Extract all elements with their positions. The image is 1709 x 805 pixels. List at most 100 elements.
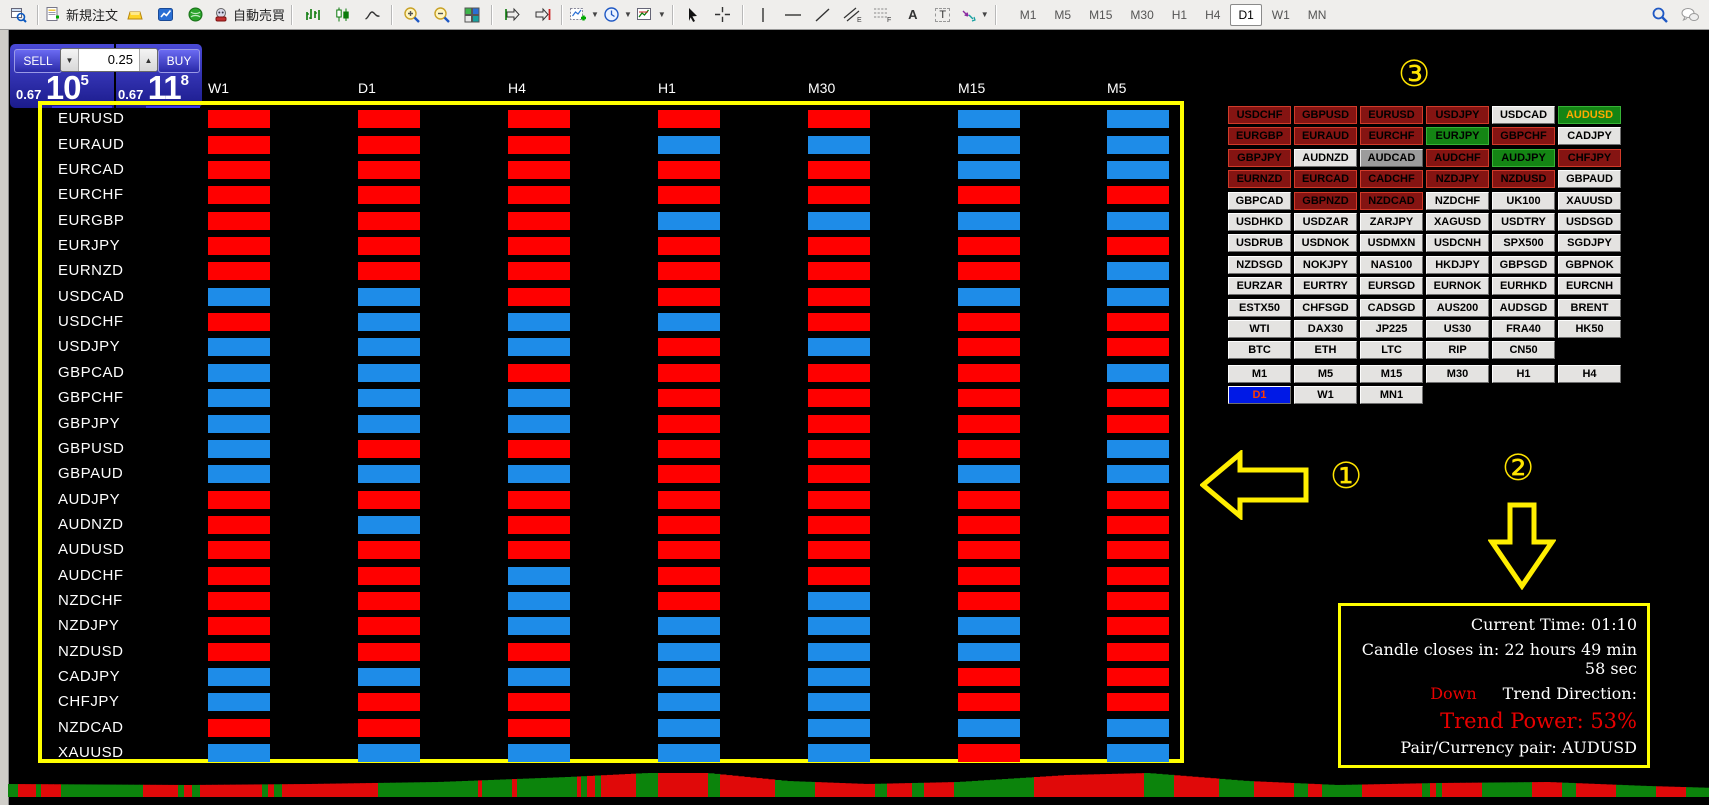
- symbol-button-usdrub[interactable]: USDRUB: [1228, 234, 1291, 253]
- symbol-button-h4[interactable]: H4: [1558, 364, 1621, 383]
- symbol-button-w1[interactable]: W1: [1294, 386, 1357, 405]
- zoom-out-button[interactable]: [427, 3, 457, 27]
- gold-bar-button[interactable]: [120, 3, 150, 27]
- symbol-button-nzdsgd[interactable]: NZDSGD: [1228, 255, 1291, 274]
- symbol-button-eurjpy[interactable]: EURJPY: [1426, 127, 1489, 146]
- symbol-button-usdchf[interactable]: USDCHF: [1228, 106, 1291, 124]
- symbol-button-eurhkd[interactable]: EURHKD: [1492, 277, 1555, 296]
- symbol-button-zarjpy[interactable]: ZARJPY: [1360, 213, 1423, 231]
- symbol-button-estx50[interactable]: ESTX50: [1228, 298, 1291, 317]
- candlestick-mode-button[interactable]: [327, 3, 357, 27]
- symbol-button-usdzar[interactable]: USDZAR: [1294, 213, 1357, 231]
- symbol-button-gbpnok[interactable]: GBPNOK: [1558, 255, 1621, 274]
- symbol-button-nzdusd[interactable]: NZDUSD: [1492, 170, 1555, 189]
- auto-scroll-button[interactable]: [497, 3, 527, 27]
- symbol-button-eurchf[interactable]: EURCHF: [1360, 127, 1423, 146]
- symbol-button-sgdjpy[interactable]: SGDJPY: [1558, 234, 1621, 253]
- symbol-button-nokjpy[interactable]: NOKJPY: [1294, 255, 1357, 274]
- symbol-button-wti[interactable]: WTI: [1228, 320, 1291, 338]
- symbol-button-jp225[interactable]: JP225: [1360, 320, 1423, 338]
- volume-value[interactable]: 0.25: [107, 52, 133, 67]
- new-order-button[interactable]: 新規注文: [43, 3, 120, 27]
- connection-button[interactable]: [180, 3, 210, 27]
- chat-button[interactable]: [1675, 3, 1705, 27]
- toolbar-timeframe-m30[interactable]: M30: [1130, 7, 1154, 22]
- symbol-button-eurzar[interactable]: EURZAR: [1228, 277, 1291, 296]
- zoom-in-button[interactable]: [397, 3, 427, 27]
- toolbar-timeframe-mn[interactable]: MN: [1307, 7, 1327, 22]
- auto-trading-button[interactable]: 自動売買: [210, 3, 287, 27]
- symbol-button-audusd[interactable]: AUDUSD: [1558, 106, 1621, 124]
- symbol-button-usdmxn[interactable]: USDMXN: [1360, 234, 1423, 253]
- symbol-button-audjpy[interactable]: AUDJPY: [1492, 148, 1555, 167]
- cursor-tool-button[interactable]: [678, 3, 708, 27]
- symbol-button-gbpchf[interactable]: GBPCHF: [1492, 127, 1555, 146]
- symbol-button-xauusd[interactable]: XAUUSD: [1558, 191, 1621, 210]
- symbol-button-eurusd[interactable]: EURUSD: [1360, 106, 1423, 124]
- symbol-button-audsgd[interactable]: AUDSGD: [1492, 298, 1555, 317]
- market-watch-button[interactable]: [3, 3, 33, 27]
- symbol-button-chfsgd[interactable]: CHFSGD: [1294, 298, 1357, 317]
- symbol-button-cadsgd[interactable]: CADSGD: [1360, 298, 1423, 317]
- symbol-button-usdjpy[interactable]: USDJPY: [1426, 106, 1489, 124]
- symbol-button-nas100[interactable]: NAS100: [1360, 255, 1423, 274]
- symbol-button-usdhkd[interactable]: USDHKD: [1228, 213, 1291, 231]
- period-button[interactable]: ▼: [601, 3, 634, 27]
- vertical-line-tool-button[interactable]: [748, 3, 778, 27]
- symbol-button-usdtry[interactable]: USDTRY: [1492, 213, 1555, 231]
- symbol-button-usdcnh[interactable]: USDCNH: [1426, 234, 1489, 253]
- symbol-button-gbpaud[interactable]: GBPAUD: [1558, 170, 1621, 189]
- chart-left-scrollbar[interactable]: [0, 30, 9, 805]
- tile-windows-button[interactable]: [457, 3, 487, 27]
- text-tool-button[interactable]: A: [898, 3, 928, 27]
- symbol-button-cn50[interactable]: CN50: [1492, 341, 1555, 360]
- symbol-button-eurnok[interactable]: EURNOK: [1426, 277, 1489, 296]
- symbol-button-nzdjpy[interactable]: NZDJPY: [1426, 170, 1489, 189]
- symbol-button-d1[interactable]: D1: [1228, 386, 1291, 405]
- line-chart-mode-button[interactable]: [357, 3, 387, 27]
- buy-button[interactable]: BUY: [158, 49, 200, 73]
- symbol-button-hkdjpy[interactable]: HKDJPY: [1426, 255, 1489, 274]
- symbol-button-aus200[interactable]: AUS200: [1426, 298, 1489, 317]
- symbol-button-xagusd[interactable]: XAGUSD: [1426, 213, 1489, 231]
- symbol-button-eurcnh[interactable]: EURCNH: [1558, 277, 1621, 296]
- trendline-tool-button[interactable]: [808, 3, 838, 27]
- symbol-button-m30[interactable]: M30: [1426, 364, 1489, 383]
- chart-shift-button[interactable]: [527, 3, 557, 27]
- channel-tool-button[interactable]: E: [838, 3, 868, 27]
- search-button[interactable]: [1645, 3, 1675, 27]
- symbol-button-gbpnzd[interactable]: GBPNZD: [1294, 191, 1357, 210]
- symbol-button-h1[interactable]: H1: [1492, 364, 1555, 383]
- symbol-button-eurnzd[interactable]: EURNZD: [1228, 170, 1291, 189]
- arrows-tool-button[interactable]: ▼: [958, 3, 991, 27]
- sell-button[interactable]: SELL: [14, 49, 62, 73]
- volume-increase-button[interactable]: ▲: [139, 49, 157, 71]
- toolbar-timeframe-m5[interactable]: M5: [1054, 7, 1072, 22]
- symbol-button-gbpcad[interactable]: GBPCAD: [1228, 191, 1291, 210]
- symbol-button-audnzd[interactable]: AUDNZD: [1294, 148, 1357, 167]
- symbol-button-eurcad[interactable]: EURCAD: [1294, 170, 1357, 189]
- symbol-button-eurgbp[interactable]: EURGBP: [1228, 127, 1291, 146]
- toolbar-timeframe-m1[interactable]: M1: [1019, 7, 1037, 22]
- toolbar-timeframe-h1[interactable]: H1: [1171, 7, 1188, 22]
- add-indicator-button[interactable]: ▼: [567, 3, 601, 27]
- symbol-button-nzdchf[interactable]: NZDCHF: [1426, 191, 1489, 210]
- symbol-button-mn1[interactable]: MN1: [1360, 386, 1423, 405]
- symbol-button-nzdcad[interactable]: NZDCAD: [1360, 191, 1423, 210]
- symbol-button-us30[interactable]: US30: [1426, 320, 1489, 338]
- symbol-button-btc[interactable]: BTC: [1228, 341, 1291, 360]
- symbol-button-fra40[interactable]: FRA40: [1492, 320, 1555, 338]
- symbol-button-gbpjpy[interactable]: GBPJPY: [1228, 148, 1291, 167]
- symbol-button-chfjpy[interactable]: CHFJPY: [1558, 148, 1621, 167]
- symbol-button-uk100[interactable]: UK100: [1492, 191, 1555, 210]
- symbol-button-ltc[interactable]: LTC: [1360, 341, 1423, 360]
- symbol-button-audchf[interactable]: AUDCHF: [1426, 148, 1489, 167]
- text-label-tool-button[interactable]: T: [928, 3, 958, 27]
- bar-chart-mode-button[interactable]: [297, 3, 327, 27]
- symbol-button-cadchf[interactable]: CADCHF: [1360, 170, 1423, 189]
- symbol-button-euraud[interactable]: EURAUD: [1294, 127, 1357, 146]
- fibonacci-tool-button[interactable]: F: [868, 3, 898, 27]
- symbol-button-gbpusd[interactable]: GBPUSD: [1294, 106, 1357, 124]
- symbol-button-dax30[interactable]: DAX30: [1294, 320, 1357, 338]
- report-button[interactable]: [150, 3, 180, 27]
